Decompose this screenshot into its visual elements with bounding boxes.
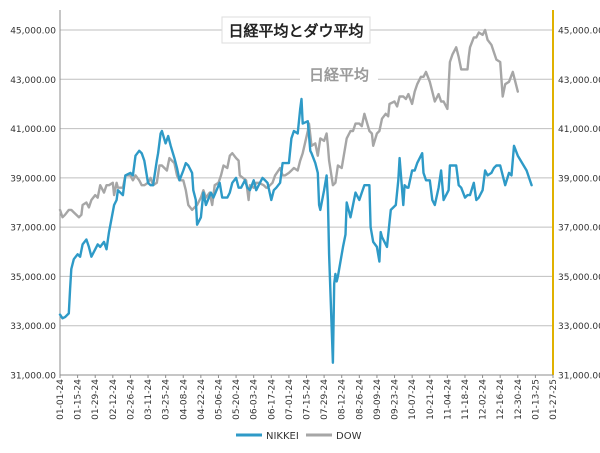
dow-annotation: 日経平均	[309, 66, 369, 84]
series-lines	[58, 28, 533, 364]
y-tick-label-left: 31,000.00	[10, 372, 56, 382]
y-tick-label-left: 45,000.00	[10, 27, 56, 37]
y-tick-label-right: 31,000.00	[558, 372, 600, 382]
series-line-dow	[58, 28, 519, 219]
y-axis-right: 31,000.00 33,000.00 35,000.00 37,000.00 39,0…	[552, 10, 600, 382]
x-tick-label: 07-15-24	[303, 379, 313, 420]
y-tick-label-right: 33,000.00	[558, 322, 600, 332]
y-tick-label-right: 45,000.00	[558, 27, 600, 37]
legend-label-nikkei: NIKKEI	[266, 431, 299, 442]
legend: NIKKEI DOW	[236, 431, 362, 442]
x-tick-label: 08-26-24	[355, 379, 365, 420]
y-tick-label-right: 41,000.00	[558, 125, 600, 135]
x-tick-label: 01-15-24	[74, 379, 84, 420]
x-tick-label: 12-30-24	[514, 379, 524, 420]
chart-title-box	[221, 16, 371, 44]
x-tick-label: 07-29-24	[320, 379, 330, 420]
nikkei-annotation-box	[215, 292, 293, 320]
series-line-nikkei	[58, 97, 533, 364]
x-tick-label: 01-27-25	[549, 379, 559, 420]
x-axis: 01-01-24 01-15-24 01-29-24 02-12-24 02-26-24…	[56, 374, 559, 420]
y-tick-label-right: 35,000.00	[558, 273, 600, 283]
y-tick-label-left: 37,000.00	[10, 224, 56, 234]
x-tick-label: 02-12-24	[109, 379, 119, 420]
x-tick-label: 11-04-24	[443, 379, 453, 420]
legend-label-dow: DOW	[336, 431, 362, 442]
x-tick-label: 04-08-24	[179, 379, 189, 420]
x-tick-label: 12-02-24	[479, 379, 489, 420]
x-tick-label: 10-07-24	[408, 379, 418, 420]
x-tick-label: 04-22-24	[197, 379, 207, 420]
x-tick-label: 07-01-24	[285, 379, 295, 420]
y-tick-label-left: 43,000.00	[10, 76, 56, 86]
x-tick-label: 05-06-24	[214, 379, 224, 420]
dow-annotation-box	[300, 60, 378, 88]
y-tick-label-left: 35,000.00	[10, 273, 56, 283]
x-tick-label: 12-16-24	[496, 379, 506, 420]
x-tick-label: 09-09-24	[373, 379, 383, 420]
x-tick-label: 06-17-24	[267, 379, 277, 420]
x-tick-label: 01-29-24	[91, 379, 101, 420]
x-tick-label: 03-25-24	[162, 379, 172, 420]
x-tick-label: 05-20-24	[232, 379, 242, 420]
chart-title: 日経平均とダウ平均	[228, 22, 363, 40]
x-tick-label: 08-12-24	[338, 379, 348, 420]
y-tick-label-left: 41,000.00	[10, 125, 56, 135]
x-tick-label: 11-18-24	[461, 379, 471, 420]
x-tick-label: 02-26-24	[126, 379, 136, 420]
x-tick-label: 01-01-24	[56, 379, 66, 420]
x-tick-label: 09-23-24	[391, 379, 401, 420]
y-tick-label-left: 39,000.00	[10, 174, 56, 184]
y-tick-label-right: 37,000.00	[558, 224, 600, 234]
x-tick-label: 06-03-24	[250, 379, 260, 420]
x-tick-label: 10-21-24	[426, 379, 436, 420]
y-axis-left: 31,000.00 33,000.00 35,000.00 37,000.00 39,0…	[10, 10, 61, 382]
y-tick-label-left: 33,000.00	[10, 322, 56, 332]
y-tick-label-right: 39,000.00	[558, 174, 600, 184]
x-tick-label: 01-13-25	[531, 379, 541, 420]
x-tick-label: 03-11-24	[144, 379, 154, 420]
y-tick-label-right: 43,000.00	[558, 76, 600, 86]
